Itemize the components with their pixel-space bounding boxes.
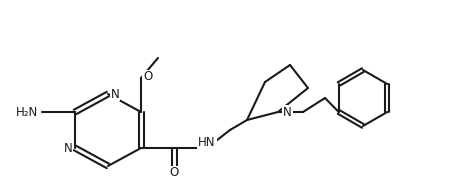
Text: HN: HN	[198, 137, 216, 150]
Text: O: O	[143, 70, 152, 83]
Text: N: N	[111, 87, 120, 100]
Text: N: N	[283, 106, 292, 119]
Text: H₂N: H₂N	[16, 106, 38, 119]
Text: O: O	[170, 167, 178, 180]
Text: N: N	[64, 141, 72, 154]
